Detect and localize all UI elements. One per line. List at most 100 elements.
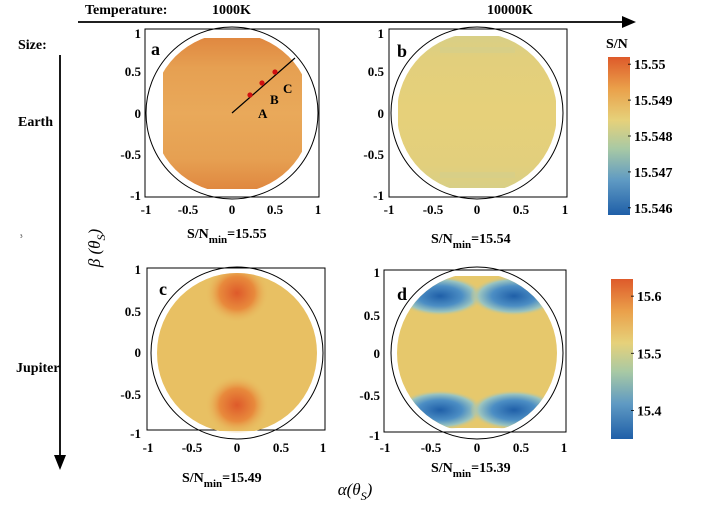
panel-a-point-c bbox=[272, 69, 278, 75]
panel-d: d 1 0.5 0 -0.5 -1 -1 -0.5 0 0.5 1 S/Nmin… bbox=[359, 265, 567, 480]
panel-c-letter: c bbox=[159, 279, 167, 299]
panel-b-xtick: 1 bbox=[562, 202, 569, 217]
x-axis-label: α(θS) bbox=[338, 480, 373, 503]
panel-c-ytick: 0 bbox=[135, 345, 142, 360]
panel-d-ytick: -0.5 bbox=[359, 388, 380, 403]
panel-b-ticks: 1 0.5 0 -0.5 -1 -1 -0.5 0 0.5 1 bbox=[363, 26, 568, 217]
colorbar-tick-label: 15.546 bbox=[634, 202, 673, 217]
panel-a-ytick: 0.5 bbox=[125, 64, 142, 79]
panel-c-circle bbox=[150, 266, 324, 440]
temperature-arrowhead bbox=[622, 16, 636, 28]
panel-a-xtick: -1 bbox=[141, 202, 152, 217]
panel-a-ytick: -0.5 bbox=[120, 147, 141, 162]
size-jupiter: Jupiter bbox=[16, 361, 60, 376]
panel-d-ticks: 1 0.5 0 -0.5 -1 -1 -0.5 0 0.5 1 bbox=[359, 265, 567, 455]
colorbar-tick-label: 15.547 bbox=[634, 166, 673, 181]
panel-b-ytick: -0.5 bbox=[363, 147, 384, 162]
panel-c-xtick: 0.5 bbox=[273, 440, 290, 455]
colorbar-tick-label: 15.4 bbox=[637, 404, 662, 419]
panel-c-xtick: 1 bbox=[320, 440, 327, 455]
panel-a-point-b bbox=[259, 80, 265, 86]
colorbar-top-title: S/N bbox=[606, 37, 628, 52]
panel-b: b 1 0.5 0 -0.5 -1 -1 -0.5 0 0.5 1 S/Nmin… bbox=[363, 26, 568, 251]
panel-a-xtick: -0.5 bbox=[178, 202, 199, 217]
y-axis-label: β (θS) bbox=[85, 228, 108, 268]
panel-c-xtick: -0.5 bbox=[182, 440, 203, 455]
panel-d-xtick: 0.5 bbox=[513, 440, 530, 455]
panel-d-xtick: 1 bbox=[561, 440, 568, 455]
panel-d-ytick: -1 bbox=[369, 428, 380, 443]
panel-a-plot-area bbox=[144, 28, 320, 198]
panel-c: c 1 0.5 0 -0.5 -1 -1 -0.5 0 0.5 1 S/Nmin… bbox=[120, 262, 326, 490]
colorbar-tick-label: 15.549 bbox=[634, 94, 673, 109]
panel-c-hotspot-bottom bbox=[205, 375, 269, 433]
panel-a-ytick: -1 bbox=[130, 188, 141, 203]
panel-b-heatmap bbox=[398, 36, 556, 188]
colorbar-tick-label: 15.5 bbox=[637, 347, 662, 362]
panel-d-lobe-top-right bbox=[470, 276, 557, 316]
colorbar-tick-label: 15.548 bbox=[634, 130, 673, 145]
panel-a-label-a: A bbox=[258, 106, 268, 121]
panel-c-ytick: 1 bbox=[135, 262, 142, 277]
panel-b-ytick: 1 bbox=[378, 26, 385, 41]
panel-a-caption: S/Nmin=15.55 bbox=[187, 227, 267, 246]
panel-c-caption: S/Nmin=15.49 bbox=[182, 471, 262, 490]
panel-d-plot-area bbox=[383, 269, 567, 433]
panel-d-letter: d bbox=[397, 284, 407, 304]
colorbar-top-bar bbox=[608, 57, 630, 215]
panel-a-label-c: C bbox=[283, 81, 292, 96]
panel-a-ytick: 0 bbox=[135, 106, 142, 121]
panel-d-ytick: 0.5 bbox=[364, 308, 381, 323]
panel-c-ytick: -0.5 bbox=[120, 387, 141, 402]
colorbar-tick-label: 15.6 bbox=[637, 290, 662, 305]
panel-b-band-bottom bbox=[440, 172, 515, 178]
panel-a-ytick: 1 bbox=[135, 26, 142, 41]
colorbar-tick-label: 15.55 bbox=[634, 58, 666, 73]
panel-c-ticks: 1 0.5 0 -0.5 -1 -1 -0.5 0 0.5 1 bbox=[120, 262, 326, 455]
panel-b-xtick: -0.5 bbox=[423, 202, 444, 217]
panel-d-xtick: -0.5 bbox=[421, 440, 442, 455]
panel-c-xtick: 0 bbox=[234, 440, 241, 455]
panel-a-annotation-line bbox=[231, 57, 296, 114]
panel-c-xtick: -1 bbox=[143, 440, 154, 455]
temperature-10000k: 10000K bbox=[487, 3, 533, 18]
panel-c-ytick: -1 bbox=[130, 426, 141, 441]
panel-a-heatmap bbox=[163, 38, 302, 189]
panel-d-circle bbox=[390, 266, 564, 440]
panel-d-xtick: 0 bbox=[474, 440, 481, 455]
panel-a-xtick: 0 bbox=[229, 202, 236, 217]
panel-a-circle bbox=[145, 26, 319, 200]
panel-b-ytick: 0.5 bbox=[368, 64, 385, 79]
panel-a-xtick: 0.5 bbox=[267, 202, 284, 217]
panel-b-plot-area bbox=[388, 28, 568, 198]
colorbar-bottom-bar bbox=[611, 279, 633, 439]
panel-d-caption: S/Nmin=15.39 bbox=[431, 461, 511, 480]
panel-b-ytick: -1 bbox=[373, 188, 384, 203]
panel-a: A B C a 1 0.5 0 -0.5 -1 -1 -0.5 0 0.5 1 … bbox=[120, 26, 321, 246]
panel-b-caption: S/Nmin=15.54 bbox=[431, 232, 511, 251]
panel-a-label-b: B bbox=[270, 92, 279, 107]
temperature-1000k: 1000K bbox=[212, 3, 251, 18]
panel-b-ytick: 0 bbox=[378, 106, 385, 121]
panel-c-hotspot-top bbox=[205, 273, 269, 323]
panel-a-xtick: 1 bbox=[315, 202, 322, 217]
panel-d-lobe-bottom-right bbox=[470, 390, 557, 430]
size-earth: Earth bbox=[18, 115, 53, 130]
panel-b-xtick: -1 bbox=[384, 202, 395, 217]
colorbar-bottom: 15.6 15.5 15.4 bbox=[611, 279, 662, 439]
panel-b-xtick: 0 bbox=[474, 202, 481, 217]
colorbar-top: S/N 15.55 15.549 15.548 15.547 15.546 bbox=[606, 37, 673, 217]
panel-d-ytick: 1 bbox=[374, 265, 381, 280]
size-label: Size: bbox=[18, 38, 47, 53]
stray-mark: ᵌ bbox=[20, 232, 23, 243]
panel-a-letter: a bbox=[151, 39, 160, 59]
panel-b-letter: b bbox=[397, 41, 407, 61]
panel-d-xtick: -1 bbox=[380, 440, 391, 455]
panel-b-xtick: 0.5 bbox=[513, 202, 530, 217]
panel-d-ytick: 0 bbox=[374, 346, 381, 361]
panel-b-circle bbox=[390, 26, 564, 200]
panel-c-ytick: 0.5 bbox=[125, 304, 142, 319]
size-arrowhead bbox=[54, 455, 66, 470]
panel-b-band-top bbox=[440, 47, 515, 53]
